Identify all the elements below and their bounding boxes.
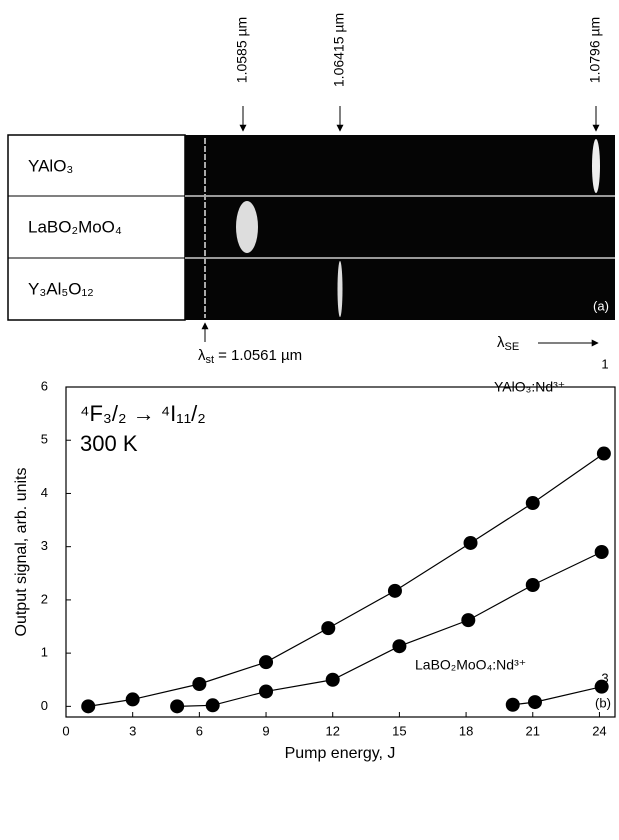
data-point: [464, 536, 478, 550]
value: = 1.0561 µm: [218, 347, 302, 364]
data-point: [528, 695, 542, 709]
x-axis-label: Pump energy, J: [285, 745, 396, 762]
data-point: [506, 698, 520, 712]
curve-label: 3: [601, 670, 608, 685]
emission-spot: [236, 201, 258, 253]
data-point: [461, 613, 475, 627]
line-label: 1.0796 µm: [587, 17, 603, 83]
fit-curve: [88, 454, 604, 707]
data-point: [81, 699, 95, 713]
row-label: LaBO₂MoO₄: [28, 217, 122, 236]
row-label: Y₃Al₅O₁₂: [28, 279, 94, 298]
fit-curve: [513, 687, 602, 705]
curve-label: 1: [601, 356, 608, 371]
emission-spot: [338, 261, 343, 317]
data-point: [526, 578, 540, 592]
annotation: LaBO₂MoO₄:Nd³⁺: [415, 657, 526, 673]
data-point: [321, 621, 335, 635]
data-point: [526, 496, 540, 510]
x-tick-label: 9: [262, 723, 269, 738]
x-tick-label: 3: [129, 723, 136, 738]
y-tick-label: 4: [41, 485, 48, 500]
annotation: 300 K: [80, 431, 138, 456]
data-point: [595, 545, 609, 559]
annotation: ⁴F₃/₂ → ⁴I₁₁/₂: [80, 401, 206, 426]
data-point: [206, 698, 220, 712]
line-label: 1.06415 µm: [331, 13, 347, 87]
y-tick-label: 1: [41, 645, 48, 660]
x-tick-label: 15: [392, 723, 406, 738]
y-tick-label: 3: [41, 538, 48, 553]
panel-label: (b): [595, 695, 611, 710]
subscript: st: [206, 354, 215, 366]
subscript: SE: [505, 341, 520, 353]
fit-curve: [177, 552, 602, 706]
curve-label: 2: [601, 446, 608, 461]
y-tick-label: 5: [41, 432, 48, 447]
x-tick-label: 24: [592, 723, 606, 738]
data-point: [170, 699, 184, 713]
lambda-st: λst= 1.0561 µm: [198, 347, 302, 366]
emission-spot: [592, 139, 600, 193]
row-label: YAlO₃: [28, 156, 73, 175]
y-tick-label: 0: [41, 698, 48, 713]
data-point: [126, 692, 140, 706]
x-tick-label: 21: [526, 723, 540, 738]
panel-label: (a): [593, 298, 609, 313]
data-point: [326, 673, 340, 687]
x-tick-label: 18: [459, 723, 473, 738]
x-tick-label: 0: [62, 723, 69, 738]
data-point: [388, 584, 402, 598]
x-tick-label: 12: [325, 723, 339, 738]
lambda-se: λSE: [497, 334, 519, 353]
plot-frame: [66, 387, 615, 717]
data-point: [392, 639, 406, 653]
data-point: [192, 677, 206, 691]
x-tick-label: 6: [196, 723, 203, 738]
data-point: [259, 655, 273, 669]
annotation: YAlO₃:Nd³⁺: [494, 379, 565, 395]
figure: YAlO₃ LaBO₂MoO₄ Y₃Al₅O₁₂ 1.0585 µm 1.064…: [0, 0, 619, 835]
data-point: [259, 684, 273, 698]
y-axis-label: Output signal, arb. units: [13, 468, 30, 637]
y-tick-label: 6: [41, 378, 48, 393]
line-label: 1.0585 µm: [234, 17, 250, 83]
y-tick-label: 2: [41, 591, 48, 606]
